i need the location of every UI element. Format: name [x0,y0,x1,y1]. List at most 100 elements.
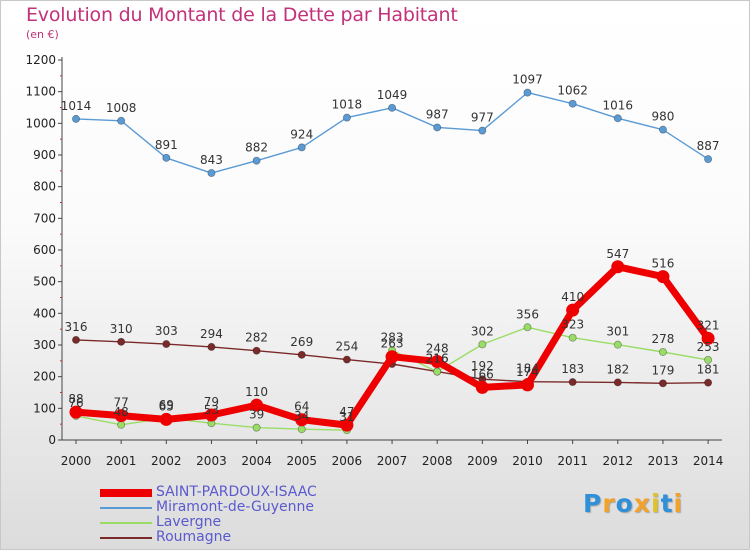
data-point [433,367,442,376]
data-point [478,340,487,349]
data-label: 182 [606,362,629,376]
x-tick-label: 2004 [241,454,272,468]
data-label: 174 [516,365,539,379]
data-label: 316 [65,320,88,334]
data-label: 166 [471,367,494,381]
data-label: 110 [245,385,268,399]
data-point [568,378,577,387]
data-point [252,346,261,355]
data-label: 882 [245,141,268,155]
data-label: 303 [155,324,178,338]
y-tick-label: 600 [33,243,56,257]
data-label: 181 [697,363,720,377]
y-tick-label: 1200 [25,53,56,67]
data-label: 1008 [106,101,137,115]
x-tick-label: 2013 [648,454,679,468]
line-chart: 0 100 200 300 400 500 600 700 800 900 1000 1100 1200… [25,53,723,468]
logo-letter: o [615,489,634,518]
data-point [658,125,667,134]
data-label: 887 [697,139,720,153]
x-tick-label: 2006 [332,454,363,468]
data-point [658,347,667,356]
data-label: 547 [606,247,629,261]
data-point [295,413,309,427]
data-point [568,333,577,342]
x-tick-label: 2005 [286,454,317,468]
data-label: 410 [561,290,584,304]
data-label: 1018 [332,98,363,112]
x-tick-label: 2002 [151,454,182,468]
y-tick-label: 0 [48,433,56,447]
data-point [523,88,532,97]
data-label: 1016 [603,98,634,112]
y-tick-label: 800 [33,180,56,194]
y-tick-label: 1000 [25,116,56,130]
data-point [478,126,487,135]
data-point [162,340,171,349]
data-label: 310 [110,322,133,336]
data-point [342,355,351,364]
data-point [342,113,351,122]
data-label: 192 [471,359,494,373]
data-point [117,420,126,429]
y-tick-label: 200 [33,370,56,384]
data-label: 283 [381,330,404,344]
data-point [250,398,264,412]
data-point [162,153,171,162]
logo-letter: r [602,489,616,518]
data-label: 278 [651,332,674,346]
data-label: 76 [68,396,83,410]
y-tick-label: 700 [33,211,56,225]
x-tick-label: 2001 [106,454,137,468]
legend-label: Lavergne [156,514,222,530]
data-label: 302 [471,324,494,338]
data-label: 294 [200,327,223,341]
logo-letter: P [583,489,603,518]
data-label: 47 [339,405,354,419]
data-label: 516 [651,257,674,271]
y-tick-label: 400 [33,306,56,320]
data-label: 48 [114,405,129,419]
data-point [521,378,534,392]
data-label: 77 [114,396,129,410]
data-label: 216 [426,352,449,366]
data-point [117,116,126,125]
x-tick-label: 2008 [422,454,453,468]
data-label: 53 [204,403,219,417]
data-label: 843 [200,153,223,167]
logo-letter: i [651,489,661,518]
data-point [611,260,625,274]
data-label: 356 [516,307,539,321]
data-point [297,425,306,434]
data-label: 65 [159,399,174,413]
data-point [658,379,667,388]
data-point [475,380,489,394]
legend-swatch [100,507,152,509]
data-label: 263 [381,337,404,351]
legend-swatch [100,537,152,539]
data-point [704,355,713,364]
series-roumagne [72,335,713,388]
y-tick-label: 100 [33,401,56,415]
data-point [114,409,128,423]
y-tick-label: 500 [33,275,56,289]
x-tick-label: 2009 [467,454,498,468]
series-saint-pardoux-isaac [69,260,715,432]
data-label: 980 [651,110,674,124]
y-tick-label: 900 [33,148,56,162]
data-point [340,418,354,432]
data-label: 924 [290,127,313,141]
data-label: 183 [561,362,584,376]
data-label: 39 [249,408,264,422]
data-point [72,335,81,344]
chart-subtitle: (en €) [26,28,59,41]
x-tick-label: 2010 [512,454,543,468]
data-point [566,303,580,317]
data-point [204,408,218,422]
data-point [433,123,442,132]
data-label: 282 [245,331,268,345]
data-point [297,350,306,359]
series-miramont-de-guyenne [72,88,713,178]
data-label: 248 [426,341,449,355]
